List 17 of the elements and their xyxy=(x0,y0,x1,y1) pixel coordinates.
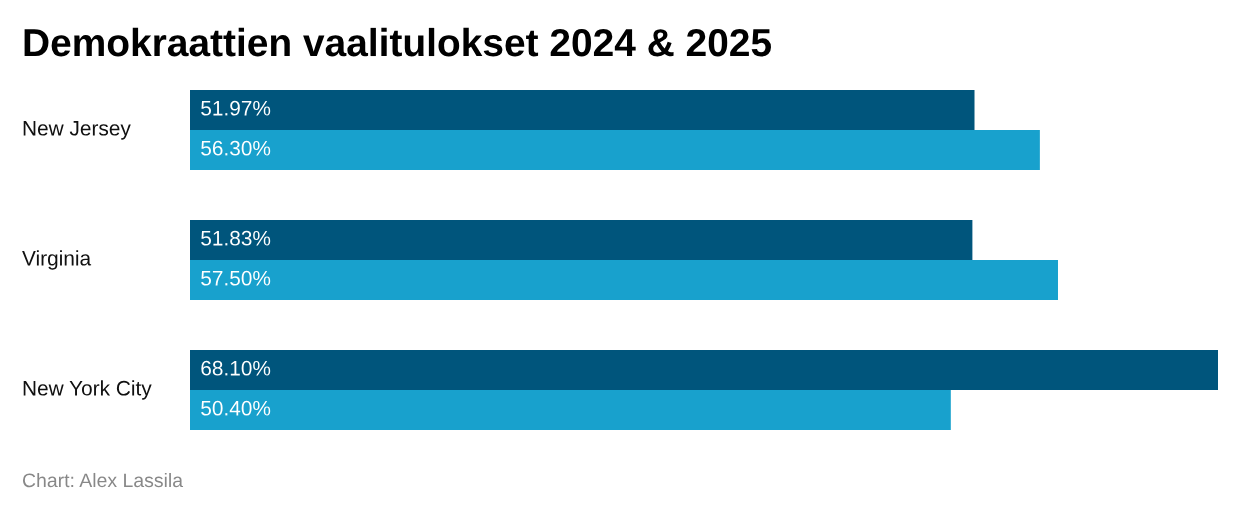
data-label: 68.10% xyxy=(201,360,271,376)
y-tick-label: New Jersey xyxy=(23,121,131,140)
bar xyxy=(190,220,973,260)
bar xyxy=(190,350,1218,390)
bar xyxy=(190,390,951,430)
chart-title: Demokraattien vaalitulokset 2024 & 2025 xyxy=(24,27,771,57)
data-label: 50.40% xyxy=(201,400,271,416)
data-label: 57.50% xyxy=(201,270,271,286)
data-label: 51.83% xyxy=(201,230,271,246)
bar xyxy=(190,130,1040,170)
y-tick-label: Virginia xyxy=(22,250,92,270)
data-label: 51.97% xyxy=(201,100,271,116)
text: Chart: Alex Lassila xyxy=(22,472,184,488)
bar xyxy=(190,260,1058,300)
y-tick-label: New York City xyxy=(23,380,152,400)
bar xyxy=(190,90,975,130)
data-label: 56.30% xyxy=(201,140,271,156)
